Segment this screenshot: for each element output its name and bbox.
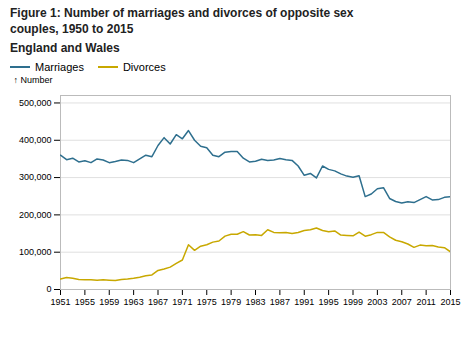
svg-text:1963: 1963 [124,297,144,307]
svg-text:1959: 1959 [99,297,119,307]
svg-text:300,000: 300,000 [19,173,52,183]
html-text:Divorces: Divorces [122,61,166,74]
svg-text:1983: 1983 [245,297,265,307]
svg-text:400,000: 400,000 [19,135,52,145]
svg-text:2003: 2003 [367,297,387,307]
svg-text:1999: 1999 [343,297,363,307]
svg-text:200,000: 200,000 [19,210,52,220]
svg-text:1995: 1995 [319,297,339,307]
svg-text:0: 0 [46,285,51,295]
svg-text:1987: 1987 [270,297,290,307]
html-text:Marriages: Marriages [35,61,84,74]
html-text:Figure 1: Number of marriages: Figure 1: Number of marriages and divorc… [10,6,354,36]
svg-text:100,000: 100,000 [19,247,52,257]
svg-text:2007: 2007 [392,297,412,307]
svg-text:1971: 1971 [172,297,192,307]
svg-text:1991: 1991 [294,297,314,307]
svg-text:2015: 2015 [440,297,460,307]
svg-text:↑ Number: ↑ Number [14,75,53,85]
html-text:England and Wales: England and Wales [10,41,120,56]
svg-text:1951: 1951 [50,297,70,307]
svg-text:1979: 1979 [221,297,241,307]
svg-text:1967: 1967 [148,297,168,307]
svg-text:2011: 2011 [416,297,435,307]
svg-text:500,000: 500,000 [19,98,52,108]
svg-text:1975: 1975 [197,297,217,307]
svg-text:1955: 1955 [75,297,95,307]
